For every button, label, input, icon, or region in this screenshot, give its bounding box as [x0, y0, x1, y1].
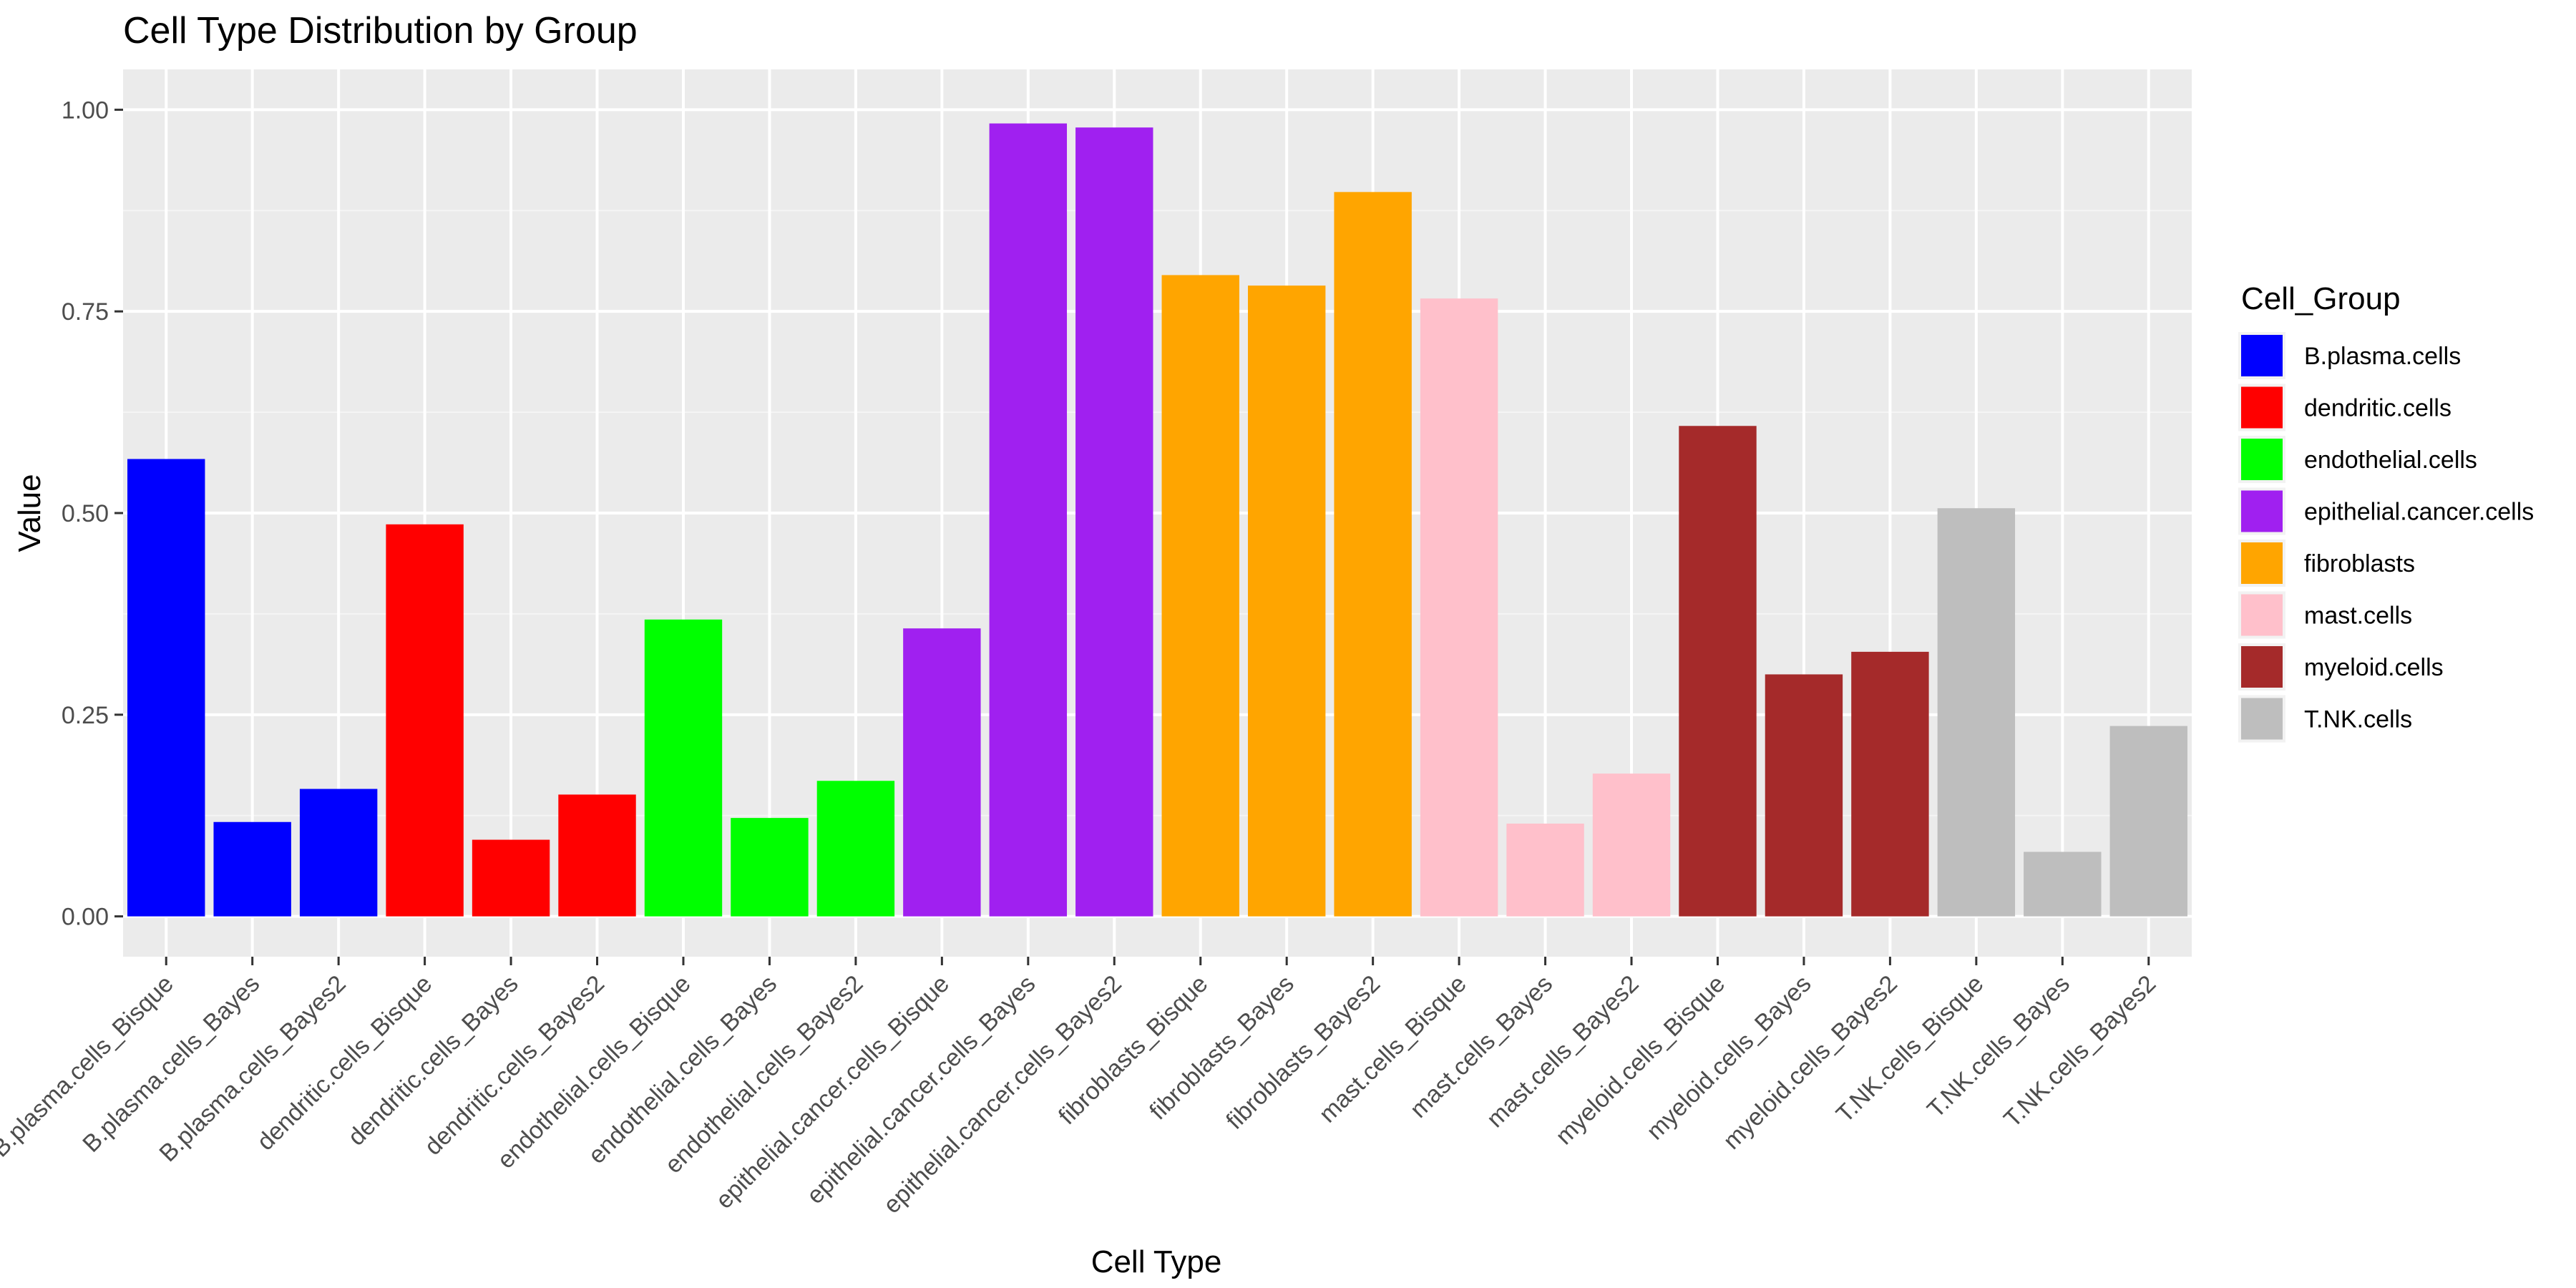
- x-tick-label: myeloid.cells_Bisque: [1551, 970, 1730, 1150]
- legend-swatch: [2241, 698, 2283, 740]
- bar-B.plasma.cells_Bisque: [127, 459, 205, 917]
- bar-fibroblasts_Bisque: [1161, 275, 1239, 917]
- bar-mast.cells_Bisque: [1420, 298, 1498, 917]
- legend-swatch: [2241, 386, 2283, 429]
- bars: [127, 123, 2187, 917]
- bar-dendritic.cells_Bayes: [472, 839, 550, 917]
- y-tick-label: 0.50: [62, 500, 109, 527]
- legend-swatch: [2241, 646, 2283, 688]
- y-axis: 0.00 0.25 0.50 0.75 1.00: [62, 97, 123, 931]
- bar-myeloid.cells_Bayes2: [1851, 651, 1929, 917]
- bar-T.NK.cells_Bayes: [2024, 852, 2102, 917]
- bar-dendritic.cells_Bayes2: [558, 794, 636, 917]
- bar-mast.cells_Bayes2: [1592, 774, 1671, 917]
- legend-swatch: [2241, 335, 2283, 376]
- x-tick-label: fibroblasts_Bisque: [1053, 970, 1213, 1130]
- legend-label: myeloid.cells: [2304, 654, 2444, 681]
- bar-myeloid.cells_Bayes: [1765, 674, 1843, 917]
- x-tick-label: T.NK.cells_Bayes: [1922, 970, 2075, 1123]
- bar-endothelial.cells_Bayes: [731, 818, 809, 917]
- x-tick-label: dendritic.cells_Bisque: [252, 970, 437, 1156]
- bar-endothelial.cells_Bisque: [644, 619, 723, 917]
- x-tick-label: fibroblasts_Bayes2: [1221, 970, 1385, 1135]
- bar-B.plasma.cells_Bayes2: [299, 789, 378, 917]
- x-tick-label: myeloid.cells_Bayes: [1641, 970, 1817, 1146]
- bar-epithelial.cancer.cells_Bayes: [989, 123, 1068, 917]
- legend-label: T.NK.cells: [2304, 706, 2412, 733]
- legend-title: Cell_Group: [2241, 281, 2401, 316]
- y-tick-label: 0.75: [62, 298, 109, 326]
- y-tick-label: 0.25: [62, 702, 109, 729]
- legend-swatch: [2241, 490, 2283, 532]
- bar-fibroblasts_Bayes2: [1334, 192, 1412, 917]
- bar-fibroblasts_Bayes: [1247, 286, 1326, 917]
- legend-swatch: [2241, 542, 2283, 584]
- y-tick-label: 1.00: [62, 97, 109, 124]
- x-tick-label: mast.cells_Bayes2: [1481, 970, 1644, 1133]
- bar-B.plasma.cells_Bayes: [213, 821, 291, 917]
- bar-epithelial.cancer.cells_Bisque: [903, 628, 981, 917]
- legend-label: mast.cells: [2304, 602, 2412, 630]
- legend-swatch: [2241, 439, 2283, 480]
- x-tick-label: mast.cells_Bayes: [1405, 970, 1558, 1123]
- y-tick-label: 0.00: [62, 904, 109, 931]
- x-tick-label: myeloid.cells_Bayes2: [1718, 970, 1903, 1155]
- bar-dendritic.cells_Bisque: [386, 524, 464, 917]
- bar-T.NK.cells_Bisque: [1937, 508, 2016, 917]
- x-tick-label: T.NK.cells_Bisque: [1831, 970, 1989, 1128]
- x-axis: B.plasma.cells_BisqueB.plasma.cells_Baye…: [0, 957, 2161, 1219]
- legend: Cell_Group B.plasma.cells dendritic.cells…: [2238, 281, 2534, 743]
- chart-title: Cell Type Distribution by Group: [123, 10, 638, 52]
- bar-T.NK.cells_Bayes2: [2109, 726, 2187, 917]
- legend-swatch: [2241, 594, 2283, 636]
- y-axis-title: Value: [12, 474, 47, 552]
- x-tick-label: dendritic.cells_Bayes: [343, 970, 524, 1151]
- x-tick-label: T.NK.cells_Bayes2: [1999, 970, 2161, 1133]
- bar-mast.cells_Bayes: [1506, 824, 1584, 917]
- bar-myeloid.cells_Bisque: [1679, 426, 1757, 917]
- legend-label: epithelial.cancer.cells: [2304, 499, 2534, 526]
- legend-label: dendritic.cells: [2304, 395, 2451, 422]
- legend-label: fibroblasts: [2304, 550, 2415, 577]
- bar-endothelial.cells_Bayes2: [816, 781, 895, 917]
- x-tick-label: B.plasma.cells_Bayes: [77, 970, 265, 1158]
- bar-epithelial.cancer.cells_Bayes2: [1075, 127, 1153, 917]
- legend-label: endothelial.cells: [2304, 447, 2477, 474]
- x-tick-label: fibroblasts_Bayes: [1144, 970, 1299, 1126]
- legend-label: B.plasma.cells: [2304, 343, 2461, 370]
- x-axis-title: Cell Type: [1091, 1244, 1222, 1279]
- x-tick-label: mast.cells_Bisque: [1314, 970, 1472, 1128]
